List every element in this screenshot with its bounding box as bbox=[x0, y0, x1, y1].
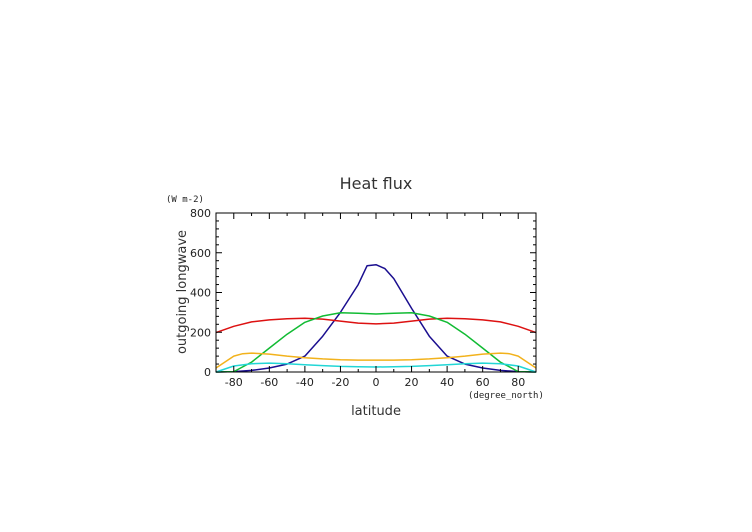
y-tick-label: 0 bbox=[204, 366, 211, 379]
y-axis-label: outgoing longwave bbox=[175, 230, 190, 354]
x-tick-label: 40 bbox=[440, 376, 454, 389]
series-layer bbox=[215, 263, 537, 373]
plot-frame bbox=[215, 212, 537, 373]
x-tick-label: -20 bbox=[331, 376, 349, 389]
x-tick-label: 60 bbox=[476, 376, 490, 389]
x-tick-label: 80 bbox=[511, 376, 525, 389]
y-unit-label: (W m-2) bbox=[166, 195, 204, 205]
x-unit-label: (degree_north) bbox=[468, 391, 544, 401]
x-tick-label: -60 bbox=[260, 376, 278, 389]
series-line-1 bbox=[215, 317, 537, 334]
y-tick-label: 600 bbox=[190, 247, 211, 260]
series-line-2 bbox=[215, 312, 537, 373]
y-tick-label: 400 bbox=[190, 287, 211, 300]
x-tick-label: 20 bbox=[405, 376, 419, 389]
y-tick-label: 200 bbox=[190, 326, 211, 339]
x-tick-label: -80 bbox=[225, 376, 243, 389]
x-tick-label: 0 bbox=[373, 376, 380, 389]
series-line-3 bbox=[215, 352, 537, 369]
chart-title: Heat flux bbox=[340, 174, 413, 193]
y-tick-label: 800 bbox=[190, 207, 211, 220]
x-tick-label: -40 bbox=[296, 376, 314, 389]
series-line-0 bbox=[215, 263, 537, 373]
x-axis-label: latitude bbox=[351, 404, 401, 419]
